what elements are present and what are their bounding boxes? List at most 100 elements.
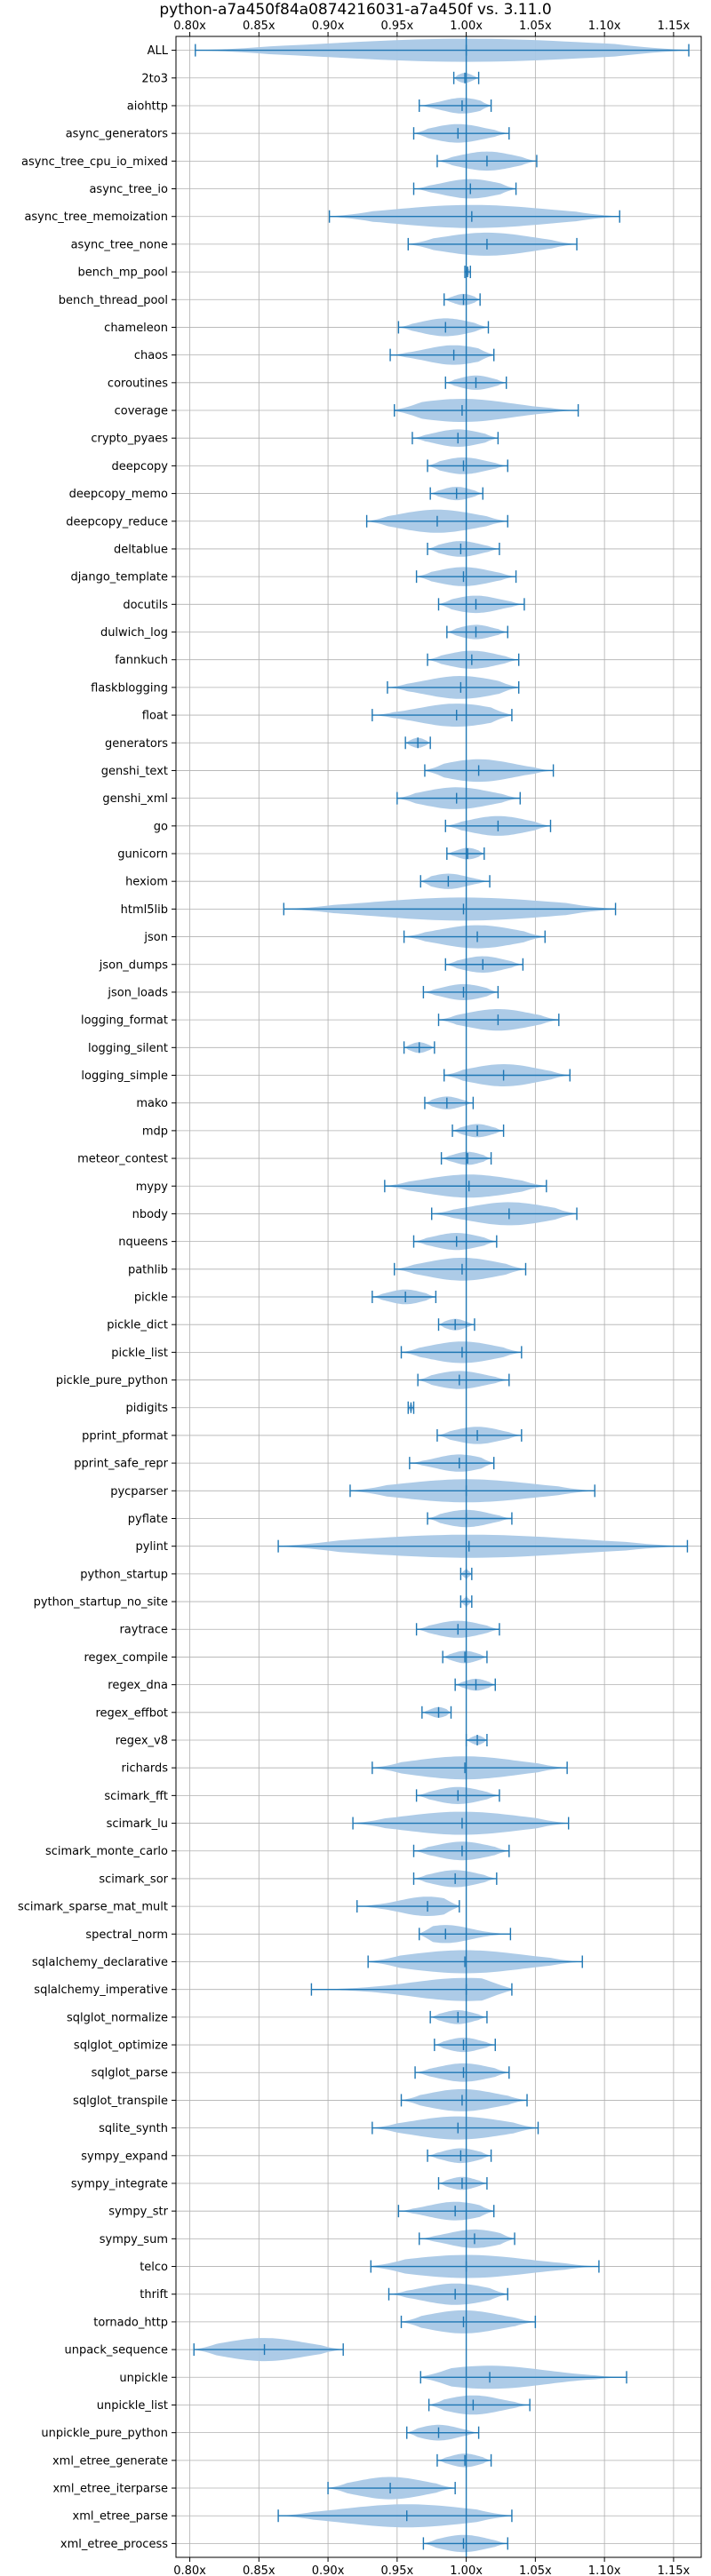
- benchmark-label: sqlglot_transpile: [73, 2095, 168, 2108]
- benchmark-label: json_dumps: [99, 958, 168, 972]
- x-tick-label-bottom: 1.10x: [588, 2564, 621, 2576]
- benchmark-label: async_tree_io: [89, 183, 168, 196]
- x-tick-label-top: 0.90x: [312, 20, 345, 33]
- benchmark-label: pickle_list: [111, 1347, 168, 1360]
- benchmark-label: crypto_pyaes: [91, 433, 168, 446]
- benchmark-label: mako: [136, 1097, 168, 1110]
- benchmark-label: float: [142, 710, 168, 723]
- benchmark-label: docutils: [123, 599, 168, 612]
- benchmark-label: async_tree_memoization: [24, 211, 168, 224]
- x-tick-label-top: 0.85x: [243, 20, 276, 33]
- benchmark-label: python_startup_no_site: [34, 1596, 168, 1610]
- benchmark-label: pidigits: [126, 1402, 169, 1415]
- benchmark-label: json_loads: [107, 986, 168, 999]
- benchmark-label: bench_thread_pool: [59, 294, 168, 307]
- benchmark-label: 2to3: [141, 72, 168, 85]
- benchmark-label: sqlglot_parse: [92, 2067, 168, 2080]
- benchmark-label: pickle_dict: [107, 1319, 168, 1332]
- benchmark-label: mdp: [142, 1125, 168, 1138]
- benchmark-label: richards: [122, 1762, 169, 1776]
- benchmark-label: regex_compile: [84, 1651, 168, 1665]
- benchmark-label: meteor_contest: [77, 1153, 168, 1166]
- benchmark-label: fannkuch: [115, 654, 168, 667]
- benchmark-label: nqueens: [118, 1236, 168, 1249]
- benchmark-label: deepcopy_reduce: [66, 515, 168, 529]
- benchmark-label: gunicorn: [117, 848, 168, 862]
- benchmark-label: xml_etree_generate: [52, 2454, 168, 2468]
- benchmark-label: pickle: [134, 1292, 168, 1305]
- benchmark-label: mypy: [136, 1181, 169, 1194]
- benchmark-label: ALL: [148, 44, 169, 58]
- benchmark-label: deltablue: [114, 543, 168, 556]
- x-tick-label-bottom: 0.90x: [312, 2564, 345, 2576]
- benchmark-label: async_tree_cpu_io_mixed: [21, 155, 168, 169]
- x-tick-label-top: 1.00x: [450, 20, 483, 33]
- benchmark-label: sqlalchemy_declarative: [32, 1956, 168, 1969]
- x-tick-label-top: 0.80x: [173, 20, 206, 33]
- benchmark-label: generators: [105, 737, 168, 751]
- benchmark-label: scimark_sor: [99, 1872, 168, 1886]
- benchmark-label: sqlglot_normalize: [67, 2011, 168, 2024]
- benchmark-label: unpickle: [119, 2372, 168, 2385]
- benchmark-label: sympy_str: [108, 2206, 168, 2219]
- benchmark-label: pprint_pformat: [82, 1429, 168, 1443]
- benchmark-label: unpickle_list: [97, 2399, 168, 2413]
- benchmark-label: coverage: [115, 405, 168, 418]
- benchmark-label: thrift: [140, 2288, 168, 2302]
- benchmark-label: chaos: [134, 349, 168, 362]
- x-tick-label-bottom: 0.85x: [243, 2564, 276, 2576]
- benchmark-label: tornado_http: [93, 2316, 168, 2329]
- benchmark-label: flaskblogging: [91, 681, 168, 695]
- benchmark-label: deepcopy: [111, 460, 168, 473]
- benchmark-label: xml_etree_parse: [73, 2510, 168, 2524]
- x-tick-label-top: 1.10x: [588, 20, 621, 33]
- benchmark-label: html5lib: [121, 903, 168, 917]
- benchmark-label: dulwich_log: [100, 626, 168, 640]
- benchmark-label: aiohttp: [127, 99, 168, 113]
- benchmark-label: async_tree_none: [71, 238, 168, 251]
- benchmark-label: xml_etree_process: [60, 2538, 168, 2551]
- benchmark-label: regex_dna: [108, 1679, 168, 1692]
- x-tick-label-top: 0.95x: [381, 20, 414, 33]
- x-tick-label-bottom: 0.80x: [173, 2564, 206, 2576]
- benchmark-label: pylint: [135, 1540, 168, 1554]
- benchmark-label: hexiom: [125, 876, 168, 889]
- x-tick-label-bottom: 1.15x: [658, 2564, 691, 2576]
- benchmark-label: unpack_sequence: [64, 2344, 168, 2357]
- benchmark-label: nbody: [132, 1208, 169, 1221]
- benchmark-label: sympy_sum: [100, 2233, 168, 2246]
- benchmark-label: pathlib: [128, 1263, 168, 1276]
- benchmark-label: python_startup: [80, 1568, 168, 1581]
- benchmark-label: spectral_norm: [85, 1928, 168, 1942]
- benchmark-label: sqlglot_optimize: [74, 2039, 168, 2053]
- benchmark-label: unpickle_pure_python: [41, 2427, 168, 2440]
- x-tick-label-top: 1.15x: [658, 20, 691, 33]
- benchmark-label: async_generators: [66, 128, 169, 141]
- benchmark-label: pickle_pure_python: [56, 1374, 168, 1387]
- benchmark-label: scimark_sparse_mat_mult: [18, 1901, 168, 1914]
- benchmark-label: json: [143, 931, 168, 944]
- x-tick-label-bottom: 1.05x: [519, 2564, 552, 2576]
- benchmark-label: logging_format: [81, 1014, 168, 1028]
- benchmark-label: raytrace: [119, 1624, 168, 1637]
- benchmark-label: telco: [140, 2261, 168, 2274]
- benchmark-label: sympy_expand: [81, 2150, 168, 2163]
- benchmark-label: scimark_lu: [107, 1817, 168, 1831]
- benchmark-label: bench_mp_pool: [77, 266, 168, 280]
- chart-title: python-a7a450f84a0874216031-a7a450f vs. …: [159, 1, 552, 19]
- benchmark-label: sympy_integrate: [71, 2177, 168, 2190]
- benchmark-label: pyflate: [128, 1513, 168, 1526]
- plot-frame: [175, 36, 702, 2558]
- benchmark-label: logging_silent: [88, 1042, 168, 1055]
- benchmark-label: logging_simple: [81, 1069, 168, 1083]
- benchmark-label: django_template: [71, 571, 168, 584]
- benchmark-label: genshi_xml: [102, 792, 168, 806]
- benchmark-label: sqlalchemy_imperative: [34, 1984, 168, 1997]
- benchmark-label: go: [154, 820, 168, 833]
- benchmark-label: sqlite_synth: [99, 2122, 168, 2135]
- benchmark-label: pycparser: [110, 1485, 168, 1499]
- benchmark-label: chameleon: [104, 322, 168, 335]
- x-tick-label-bottom: 0.95x: [381, 2564, 414, 2576]
- benchmark-label: scimark_fft: [104, 1790, 168, 1803]
- x-tick-label-top: 1.05x: [519, 20, 552, 33]
